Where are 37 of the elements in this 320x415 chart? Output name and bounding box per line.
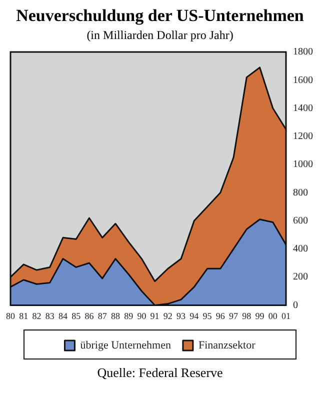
y-tick-label: 0 — [293, 300, 298, 311]
x-tick-label: 93 — [176, 310, 186, 321]
legend-label: übrige Unternehmen — [80, 339, 172, 352]
source-note: Quelle: Federal Reserve — [96, 365, 224, 381]
x-tick-label: 95 — [202, 310, 212, 321]
x-tick-label: 92 — [163, 310, 172, 321]
y-tick-label: 1400 — [293, 102, 313, 114]
x-tick-label: 86 — [84, 310, 94, 321]
x-tick-label: 89 — [124, 310, 134, 321]
x-tick-label: 99 — [255, 310, 265, 321]
y-tick-label: 1200 — [293, 131, 313, 142]
x-tick-label: 98 — [242, 310, 252, 321]
chart-title: Neuverschuldung der US-Unternehmen — [15, 6, 305, 26]
y-tick-label: 1600 — [293, 74, 313, 86]
x-tick-label: 80 — [6, 310, 16, 321]
legend-label: Finanzsektor — [198, 339, 256, 352]
y-tick-label: 1000 — [293, 159, 313, 170]
x-tick-label: 84 — [58, 310, 68, 321]
x-tick-label: 82 — [32, 310, 42, 321]
x-tick-label: 01 — [282, 310, 290, 321]
x-tick-label: 90 — [137, 310, 147, 321]
x-tick-label: 83 — [45, 310, 55, 321]
y-tick-label: 800 — [293, 187, 308, 198]
x-tick-label: 88 — [110, 310, 120, 321]
y-tick-label: 400 — [293, 244, 308, 255]
x-tick-label: 85 — [72, 310, 82, 321]
y-tick-label: 600 — [293, 215, 308, 226]
y-tick-label: 200 — [293, 272, 308, 283]
x-tick-label: 97 — [229, 310, 239, 321]
x-tick-label: 96 — [216, 310, 226, 321]
chart-subtitle: (in Milliarden Dollar pro Jahr) — [86, 28, 234, 43]
y-tick-label: 1800 — [293, 46, 313, 58]
x-tick-label: 94 — [190, 310, 200, 321]
x-tick-label: 81 — [19, 310, 28, 321]
x-tick-label: 87 — [98, 310, 108, 321]
x-tick-label: 00 — [268, 310, 278, 321]
x-tick-label: 91 — [150, 310, 160, 321]
